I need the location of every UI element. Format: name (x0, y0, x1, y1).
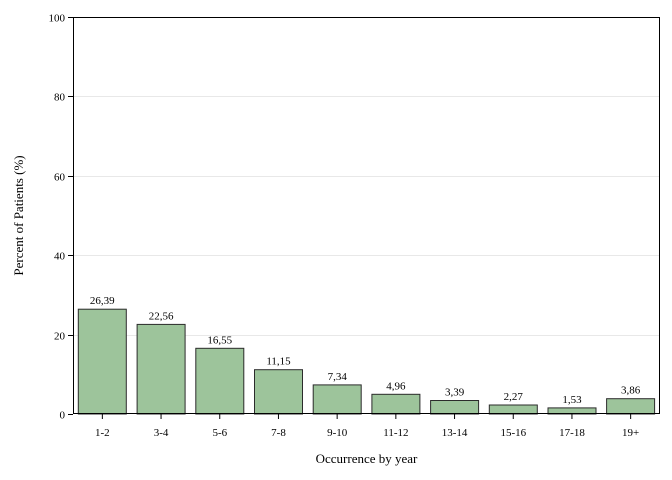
data-labels: 26,39 22,56 16,55 11,15 7,34 4,96 3,39 2,27 1,53… (90, 295, 641, 406)
x-axis-title: Occurrence by year (316, 451, 418, 466)
bar-9-10 (312, 384, 362, 415)
data-label: 4,96 (386, 380, 406, 392)
x-tick-label: 11-12 (383, 427, 408, 439)
y-tick-label: 60 (54, 172, 66, 184)
data-label: 7,34 (328, 371, 348, 383)
y-axis: 0 20 40 60 80 100 (49, 13, 73, 422)
bar-3-4 (136, 323, 186, 415)
y-axis-title: Percent of Patients (%) (11, 155, 26, 275)
y-tick-label: 20 (54, 331, 66, 343)
x-tick-label: 19+ (622, 427, 639, 439)
data-label: 11,15 (266, 356, 291, 368)
x-tick-label: 13-14 (442, 427, 468, 439)
data-label: 22,56 (149, 310, 174, 322)
bar-1-2 (77, 308, 127, 415)
plot-area-frame (73, 17, 660, 414)
bar-19+ (606, 398, 656, 415)
y-tick-label: 100 (49, 13, 66, 25)
x-tick-label: 5-6 (212, 427, 227, 439)
data-label: 3,39 (445, 387, 465, 399)
y-tick-label: 40 (54, 251, 66, 263)
data-label: 1,53 (562, 394, 582, 406)
data-label: 2,27 (504, 391, 524, 403)
x-tick-label: 9-10 (327, 427, 348, 439)
bar-13-14 (430, 400, 480, 415)
x-tick-label: 3-4 (154, 427, 169, 439)
y-tick-label: 0 (60, 410, 66, 422)
data-label: 26,39 (90, 295, 115, 307)
y-tick-label: 80 (54, 92, 66, 104)
gridlines (73, 96, 660, 336)
bar-11-12 (371, 393, 421, 415)
bar-15-16 (488, 404, 538, 415)
x-tick-label: 17-18 (559, 427, 585, 439)
x-tick-label: 1-2 (95, 427, 110, 439)
data-label: 16,55 (207, 334, 232, 346)
x-tick-label: 15-16 (500, 427, 526, 439)
bar-5-6 (195, 347, 245, 415)
x-tick-label: 7-8 (271, 427, 286, 439)
x-axis: 1-2 3-4 5-6 7-8 9-10 11-12 13-14 15-16 17-18 19+ (95, 414, 639, 439)
data-label: 3,86 (621, 385, 641, 397)
bar-7-8 (254, 369, 303, 415)
